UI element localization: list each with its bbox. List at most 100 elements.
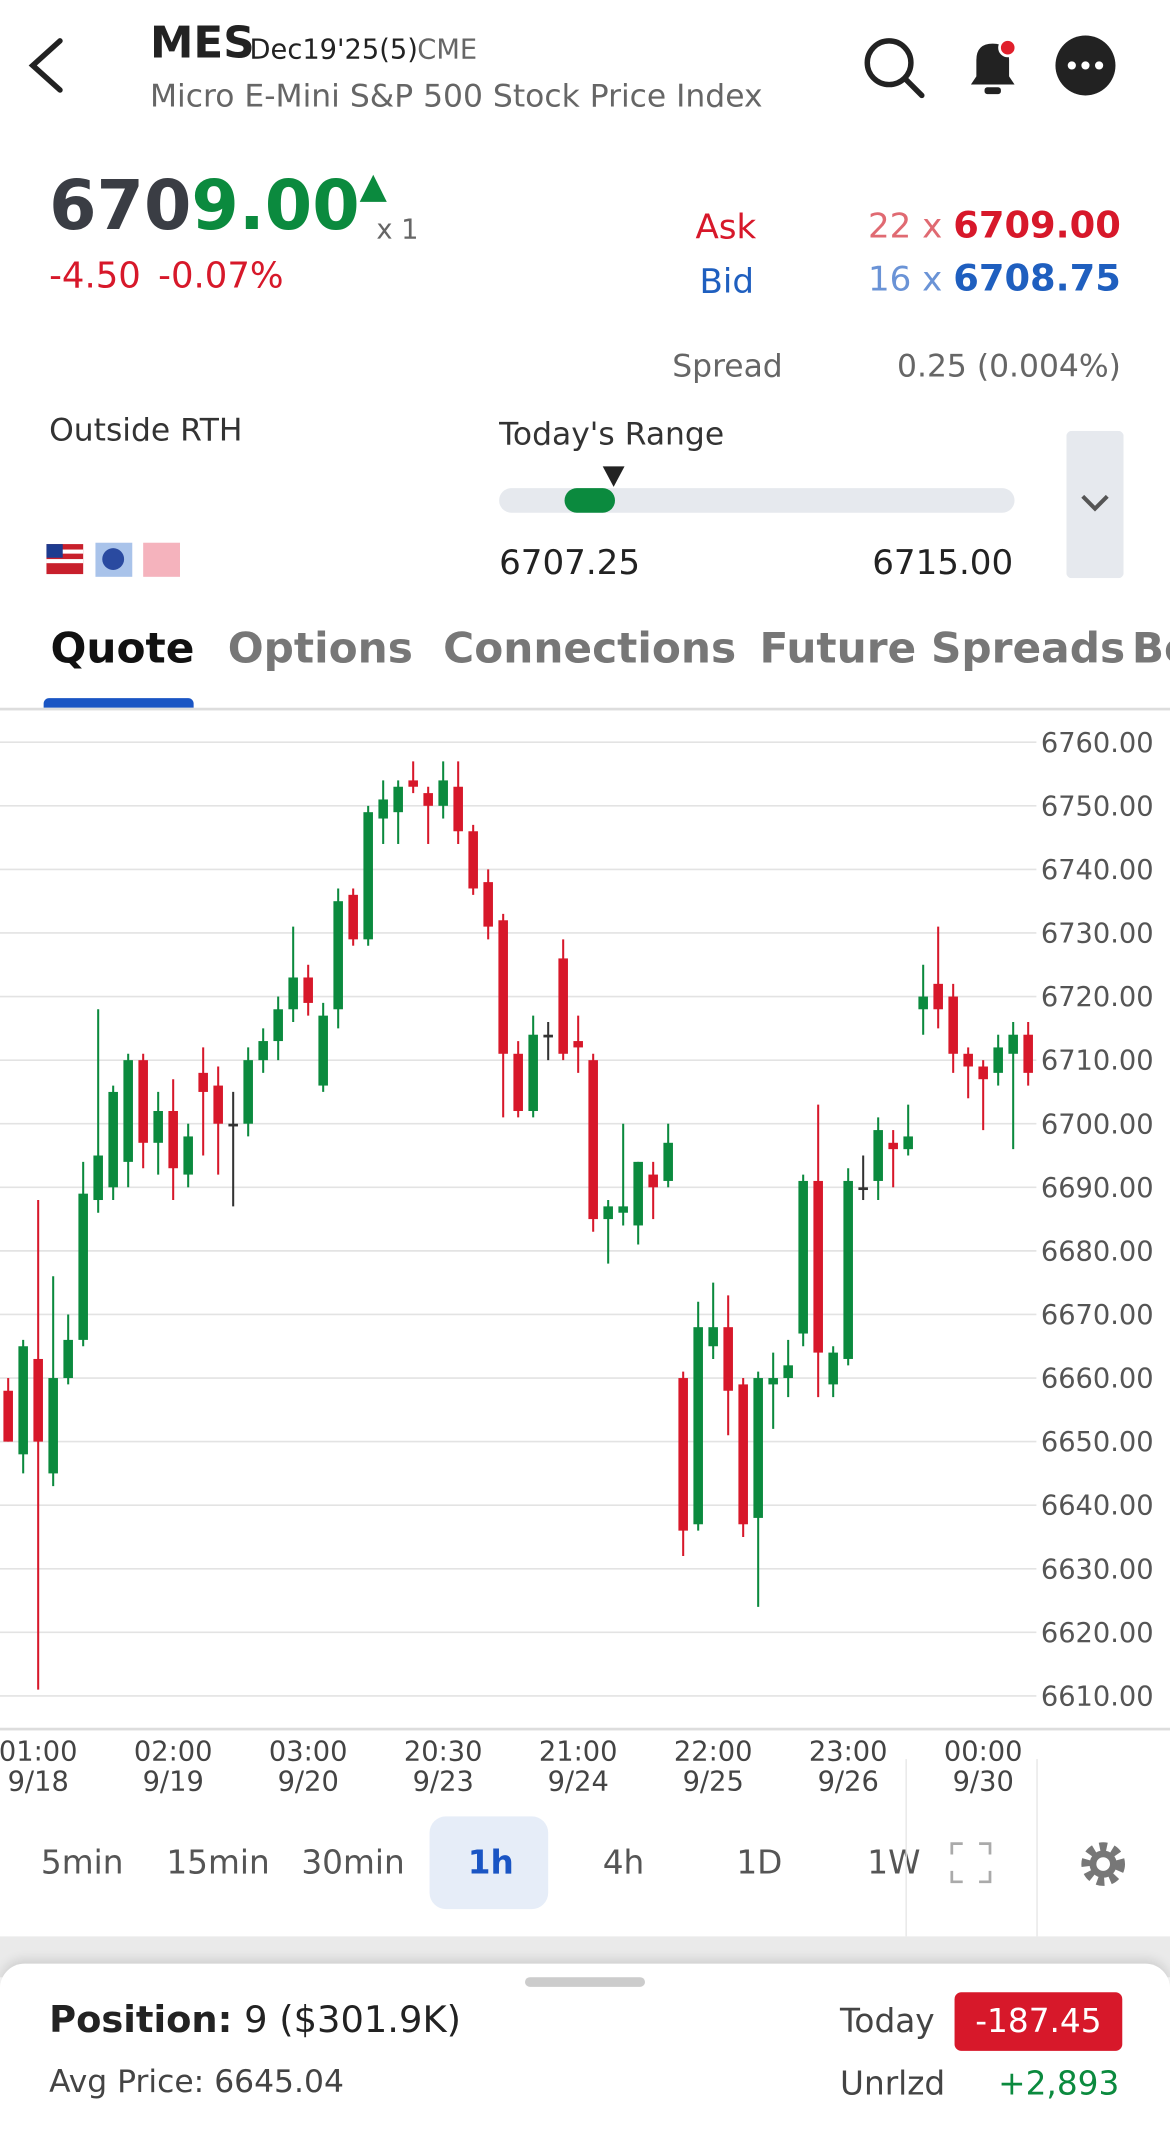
unrealized-label: Unrlzd: [839, 2064, 946, 2103]
x-tick-label: 23:00: [809, 1736, 888, 1767]
candle-body: [348, 894, 358, 940]
y-tick-label: 6610.00: [1041, 1681, 1154, 1712]
candle-body: [423, 793, 433, 806]
interval[interactable]: 1W: [867, 1843, 921, 1882]
candle-body: [468, 831, 478, 889]
flags: [46, 542, 180, 577]
candle-body: [273, 1009, 283, 1042]
x-tick-label: 9/23: [413, 1766, 474, 1797]
fullscreen-icon[interactable]: [949, 1841, 993, 1885]
back-button[interactable]: [19, 33, 74, 101]
candle-body: [123, 1060, 133, 1162]
bid-x: x: [922, 259, 943, 299]
tab[interactable]: Be: [1131, 624, 1170, 674]
y-tick-label: 6730.00: [1041, 919, 1154, 950]
search-icon[interactable]: [859, 33, 927, 101]
drag-handle[interactable]: [524, 1977, 645, 1987]
ask-row: 22 x 6709.00: [868, 205, 1121, 247]
candle-body: [63, 1339, 73, 1379]
candle-body: [978, 1066, 988, 1080]
more-icon[interactable]: [1053, 33, 1118, 98]
candle-body: [198, 1072, 208, 1092]
candle-body: [768, 1378, 778, 1385]
y-tick-label: 6620.00: [1041, 1618, 1154, 1649]
x-tick-label: 02:00: [134, 1736, 213, 1767]
candle-body: [678, 1378, 688, 1531]
candle-body: [813, 1180, 823, 1353]
settings-icon[interactable]: [1077, 1838, 1129, 1890]
candle-body: [393, 786, 403, 813]
x-tick-label: 9/20: [278, 1766, 339, 1797]
bid-row: 16 x 6708.75: [868, 258, 1121, 300]
candle-body: [753, 1378, 763, 1518]
exchange: CME: [417, 32, 478, 66]
y-tick-label: 6700.00: [1041, 1109, 1154, 1140]
divider: [0, 1727, 1170, 1731]
interval[interactable]: 30min: [301, 1843, 405, 1882]
price-prefix: 670: [49, 166, 192, 246]
quantity: x 1: [376, 212, 419, 246]
candle-body: [108, 1091, 118, 1188]
spread-value: 0.25 (0.004%): [897, 349, 1121, 385]
candle-body: [918, 996, 928, 1010]
candle-body: [258, 1041, 268, 1061]
candlestick-chart: 6760.00 6750.00 6740.00 6730.00 6720.00 6710.…: [0, 728, 1154, 1797]
candle-body: [588, 1060, 598, 1220]
y-tick-label: 6680.00: [1041, 1236, 1154, 1267]
position: Position: 9 ($301.9K): [49, 1999, 461, 2041]
x-tick-label: 01:00: [0, 1736, 77, 1767]
today-label: Today: [839, 2001, 935, 2040]
position-label: Position:: [49, 1999, 233, 2042]
interval[interactable]: 4h: [602, 1843, 645, 1882]
interval[interactable]: 1D: [736, 1843, 783, 1882]
ask-price: 6709.00: [953, 204, 1121, 247]
x-tick-label: 9/26: [818, 1766, 879, 1797]
x-tick-label: 9/18: [8, 1766, 69, 1797]
tab[interactable]: Options: [227, 624, 413, 674]
x-tick-label: 9/25: [683, 1766, 744, 1797]
candle-body: [243, 1060, 253, 1124]
tab[interactable]: Connections: [443, 624, 737, 674]
interval[interactable]: 15min: [166, 1843, 270, 1882]
candle-body: [573, 1041, 583, 1048]
expand-button[interactable]: [1066, 430, 1124, 579]
candle-body: [363, 812, 373, 940]
interval-selected: [429, 1816, 549, 1910]
avg-label: Avg Price:: [49, 2064, 205, 2100]
x-tick-label: 20:30: [404, 1736, 483, 1767]
divider: [0, 707, 1170, 711]
alert-icon[interactable]: [960, 33, 1028, 101]
candle-body: [513, 1053, 523, 1112]
y-tick-label: 6710.00: [1041, 1046, 1154, 1077]
candle-body: [453, 786, 463, 832]
candle-body: [93, 1155, 103, 1201]
x-tick-label: 9/24: [548, 1766, 609, 1797]
avg-price: Avg Price: 6645.04: [49, 2065, 344, 2100]
candle-body: [783, 1365, 793, 1379]
range-label: Today's Range: [499, 417, 725, 453]
candle-body: [483, 882, 493, 927]
candle-body: [168, 1111, 178, 1169]
candle-body: [993, 1047, 1003, 1073]
candle-body: [438, 780, 448, 806]
price-suffix: 9.00: [191, 166, 360, 246]
candle-body: [543, 1034, 553, 1038]
today-pnl: -187.45: [954, 1992, 1123, 2051]
y-tick-label: 6720.00: [1041, 982, 1154, 1013]
up-arrow: ▲: [359, 166, 387, 208]
ask-label: Ask: [695, 207, 757, 247]
candle-body: [48, 1378, 58, 1474]
tab[interactable]: Future Spreads: [759, 624, 1126, 674]
y-tick-label: 6660.00: [1041, 1364, 1154, 1395]
candle-body: [303, 977, 313, 1003]
candle-body: [408, 780, 418, 787]
candle-body: [213, 1085, 223, 1124]
bid-price: 6708.75: [953, 257, 1121, 300]
x-tick-label: 9/30: [953, 1766, 1014, 1797]
tab[interactable]: Quote: [50, 624, 195, 674]
candle-body: [663, 1142, 673, 1181]
ask-x: x: [922, 205, 943, 246]
interval[interactable]: 1h: [467, 1843, 514, 1882]
candle-body: [648, 1174, 658, 1188]
interval[interactable]: 5min: [40, 1843, 124, 1882]
